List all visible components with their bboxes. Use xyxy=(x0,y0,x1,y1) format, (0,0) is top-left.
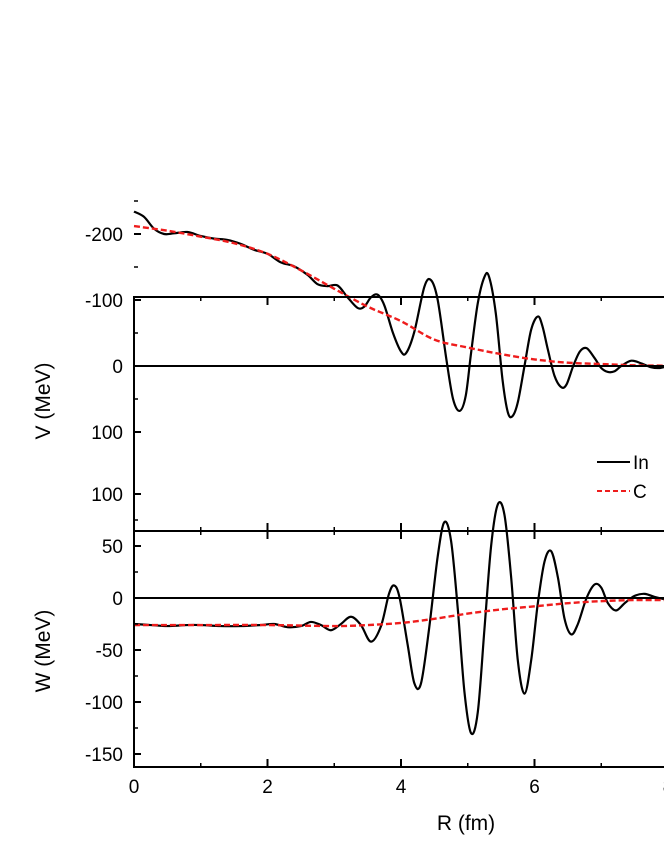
w-y-tick-label: -50 xyxy=(96,641,123,662)
v-ticks: 100 0 -100 -200 xyxy=(85,200,602,531)
v-y-tick-label: -200 xyxy=(85,225,123,246)
x-tick-label: 0 xyxy=(129,777,140,798)
w-y-tick-label: 0 xyxy=(112,589,123,610)
w-y-tick-label: 100 xyxy=(91,485,123,506)
x-tick-label: 6 xyxy=(529,777,540,798)
v-axes xyxy=(133,296,664,532)
v-curves xyxy=(133,210,664,419)
w-series-in-line xyxy=(133,501,664,736)
w-curves xyxy=(133,501,664,736)
w-ticks: 100 50 0 -50 -100 -150 0 2 4 6 8 xyxy=(85,485,664,798)
x-tick-label: 8 xyxy=(663,777,664,798)
v-y-tick-label: -100 xyxy=(85,291,123,312)
w-y-tick-label: 50 xyxy=(102,537,123,558)
v-y-tick-label: 100 xyxy=(91,423,123,444)
legend: In C xyxy=(597,453,649,503)
v-series-in-line xyxy=(133,210,664,419)
v-y-tick-label: 0 xyxy=(112,357,123,378)
v-series-c-line xyxy=(133,224,664,367)
r-axis-label: R (fm) xyxy=(437,812,495,835)
panel-w: 100 50 0 -50 -100 -150 0 2 4 6 8 W (MeV) R (fm) xyxy=(32,485,664,835)
x-tick-label: 2 xyxy=(262,777,273,798)
w-axis-label: W (MeV) xyxy=(32,610,55,693)
w-y-tick-label: -100 xyxy=(85,693,123,714)
w-series-c-line xyxy=(134,598,664,628)
w-axes xyxy=(133,530,664,768)
x-tick-label: 4 xyxy=(396,777,407,798)
legend-label-in: In xyxy=(633,453,649,474)
legend-label-c: C xyxy=(633,482,647,503)
w-y-tick-label: -150 xyxy=(85,745,123,766)
v-axis-label: V (MeV) xyxy=(32,362,55,439)
panel-v: 100 0 -100 -200 V (MeV) In C xyxy=(32,200,664,532)
